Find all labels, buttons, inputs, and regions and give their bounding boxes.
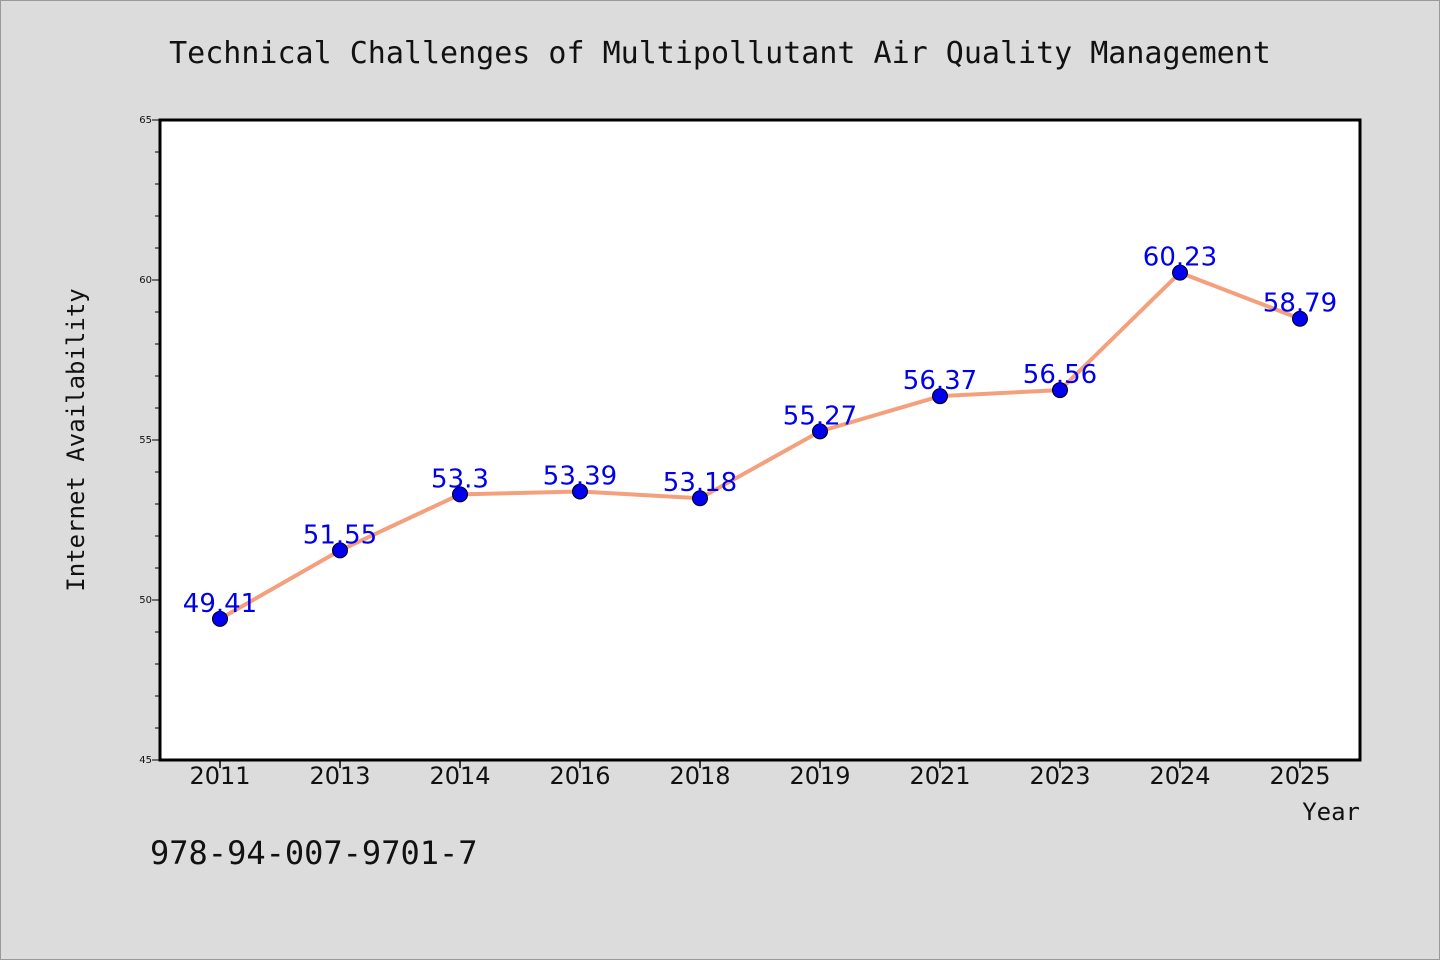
x-tick-label: 2011 [189,762,250,790]
y-tick-label: 50 [139,595,152,606]
y-axis: 45 50 55 60 65 [139,115,160,766]
chart-title: Technical Challenges of Multipollutant A… [169,36,1271,71]
data-label: 53.39 [543,462,617,492]
data-label: 56.37 [903,366,977,396]
data-label: 53.18 [663,468,737,498]
x-tick-label: 2013 [309,762,370,790]
data-point [572,483,588,500]
x-axis: 2011 2013 2014 2016 2018 2019 2021 2023 2024 2025 [189,760,1331,790]
data-point [812,423,828,440]
x-tick-label: 2016 [549,762,610,790]
data-labels: 49.41 51.55 53.3 53.39 53.18 55.27 56.37 56.56 6… [183,243,1337,619]
x-tick-label: 2018 [669,762,730,790]
x-tick-label: 2014 [429,762,490,790]
isbn-text: 978-94-007-9701-7 [150,834,478,872]
data-label: 51.55 [303,520,377,550]
series-layer [212,264,1308,627]
data-point [1172,264,1188,281]
x-tick-label: 2025 [1269,762,1330,790]
data-label: 58.79 [1263,289,1337,319]
x-tick-label: 2021 [909,762,970,790]
x-tick-label: 2023 [1029,762,1090,790]
series-line [219,270,1301,621]
data-label: 55.27 [783,401,857,431]
y-axis-label: Internet Availability [62,288,90,591]
data-point [332,542,348,559]
data-point [1052,382,1068,399]
plot-area [158,118,1362,762]
data-label: 49.41 [183,589,257,619]
data-point [692,490,708,507]
data-point [932,388,948,405]
data-label: 60.23 [1143,243,1217,273]
y-tick-label: 55 [139,435,152,446]
data-point [452,486,468,503]
data-point [1292,310,1308,327]
y-tick-label: 45 [139,755,152,766]
data-point [212,610,228,627]
data-label: 53.3 [431,464,489,494]
x-tick-label: 2024 [1149,762,1210,790]
x-axis-label: Year [1302,798,1360,826]
data-label: 56.56 [1023,360,1097,390]
x-tick-label: 2019 [789,762,850,790]
y-tick-label: 65 [139,115,152,126]
y-tick-label: 60 [139,275,152,286]
